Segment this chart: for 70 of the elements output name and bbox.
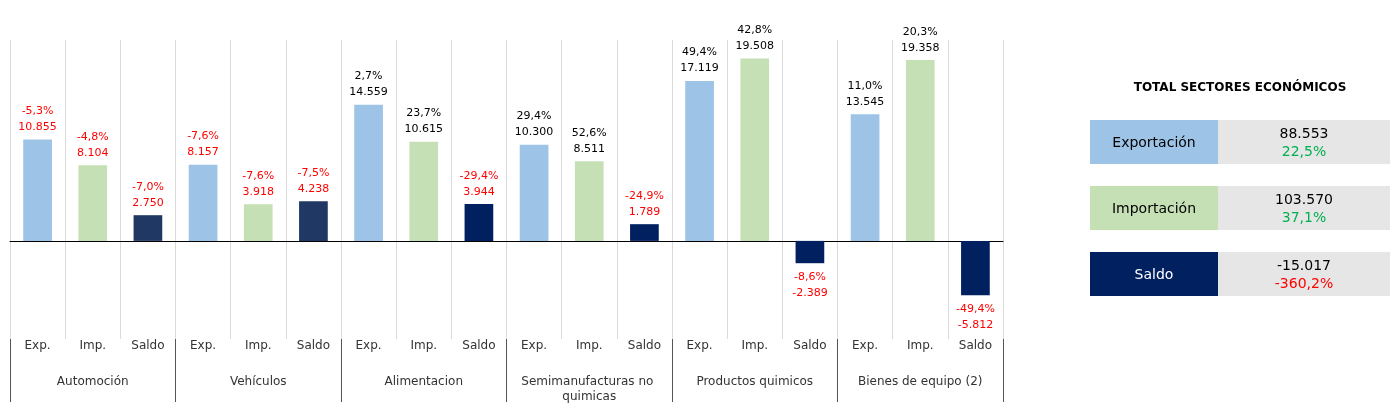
- bar: [630, 224, 659, 241]
- x-tick-label: Saldo: [462, 338, 496, 352]
- text: TOTAL SECTORES ECONÓMICOS: [1132, 80, 1348, 94]
- x-tick-label: Imp.: [906, 338, 934, 352]
- bar: [243, 204, 273, 241]
- bar: [188, 164, 218, 241]
- x-tick-label: Imp.: [79, 338, 107, 352]
- text: Automoción: [56, 373, 129, 388]
- data-label: -29,4% 3.944: [459, 168, 499, 198]
- bar: [133, 215, 163, 241]
- x-tick-label: Saldo: [131, 338, 165, 352]
- data-label: -49,4% -5.812: [955, 301, 995, 331]
- text: -15.017: [1276, 257, 1332, 273]
- bar: [961, 240, 990, 296]
- data-label: 11,0% 13.545: [845, 78, 885, 108]
- bar: [574, 161, 604, 241]
- text: 37,1%: [1281, 208, 1327, 226]
- data-label: -7,6% 3.918: [242, 168, 275, 198]
- bar: [409, 141, 439, 241]
- x-tick-label: Exp.: [355, 338, 382, 352]
- bar: [905, 60, 935, 241]
- bar: [299, 201, 328, 241]
- data-label: -4,8% 8.104: [76, 129, 109, 159]
- text: 22,5%: [1281, 142, 1327, 160]
- text: Vehículos: [229, 373, 287, 388]
- x-tick-label: Imp.: [741, 338, 769, 352]
- bar: [850, 114, 880, 241]
- data-label: -24,9% 1.789: [624, 188, 664, 218]
- category-label: Importación: [1090, 186, 1218, 230]
- bar: [464, 204, 494, 241]
- bar: [23, 139, 52, 241]
- bar: [795, 240, 825, 264]
- bar: [685, 80, 714, 241]
- text: Bienes de equipo (2): [857, 373, 983, 388]
- data-label: -7,6% 8.157: [187, 129, 220, 159]
- x-tick-label: Saldo: [296, 338, 331, 352]
- x-tick-label: Saldo: [793, 338, 827, 352]
- data-label: 29,4% 10.300: [514, 109, 554, 139]
- data-label: 52,6% 8.511: [571, 125, 607, 155]
- text: Alimentacion: [384, 373, 463, 388]
- bar: [354, 104, 383, 241]
- data-label: -7,0% 2.750: [131, 179, 164, 209]
- data-label: -8,6% -2.389: [792, 269, 828, 299]
- x-tick-label: Exp.: [686, 338, 713, 352]
- x-tick-label: Exp.: [190, 338, 217, 352]
- x-tick-label: Imp.: [244, 338, 272, 352]
- bar: [740, 58, 770, 241]
- text: 103.570: [1275, 191, 1333, 207]
- data-label: -5,3% 10.855: [18, 103, 57, 133]
- text: Semimanufacturas no quimicas: [521, 373, 658, 403]
- data-label: 20,3% 19.358: [901, 24, 940, 54]
- x-tick-label: Exp.: [24, 338, 51, 352]
- text: Productos quimicos: [696, 373, 814, 388]
- text: 88.553: [1279, 125, 1329, 141]
- data-label: 49,4% 17.119: [680, 45, 719, 75]
- x-tick-label: Saldo: [958, 338, 993, 352]
- x-tick-label: Exp.: [521, 338, 548, 352]
- text: -360,2%: [1274, 274, 1334, 292]
- category-label: Saldo: [1090, 252, 1218, 296]
- data-label: -7,5% 4.238: [297, 165, 330, 195]
- data-label: 42,8% 19.508: [735, 23, 774, 53]
- bar: [519, 144, 549, 241]
- x-tick-label: Exp.: [852, 338, 879, 352]
- x-tick-label: Saldo: [627, 338, 662, 352]
- category-label: Exportación: [1090, 120, 1218, 164]
- x-tick-label: Imp.: [410, 338, 438, 352]
- bar: [78, 165, 108, 241]
- x-tick-label: Imp.: [575, 338, 603, 352]
- data-label: 23,7% 10.615: [404, 106, 443, 136]
- data-label: 2,7% 14.559: [349, 69, 388, 99]
